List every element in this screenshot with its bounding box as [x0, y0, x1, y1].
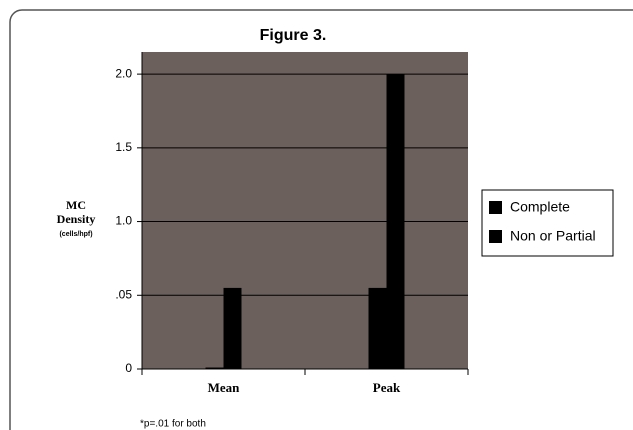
bar	[205, 367, 224, 369]
legend-swatch	[489, 201, 502, 214]
y-tick-label: 0	[125, 361, 132, 375]
y-label: Density	[57, 212, 96, 226]
x-tick-label: Mean	[208, 380, 241, 395]
y-label-unit: (cells/hpf)	[59, 231, 92, 238]
y-tick-label: 2.0	[115, 66, 132, 80]
y-tick-label: 1.5	[115, 140, 132, 154]
legend-label: Complete	[510, 199, 570, 215]
y-tick-label: .05	[115, 287, 132, 301]
bar	[223, 287, 242, 369]
chart-title: Figure 3.	[260, 27, 327, 44]
y-label: MC	[66, 198, 86, 212]
x-tick-label: Peak	[373, 380, 401, 395]
y-tick-label: 1.0	[115, 214, 132, 228]
annotation: *p=.01 for both	[140, 419, 206, 430]
legend-label: Non or Partial	[510, 228, 596, 244]
plot-area	[142, 52, 468, 369]
legend-swatch	[489, 230, 502, 243]
legend	[481, 189, 614, 257]
bar	[386, 74, 405, 370]
bar	[368, 287, 387, 369]
